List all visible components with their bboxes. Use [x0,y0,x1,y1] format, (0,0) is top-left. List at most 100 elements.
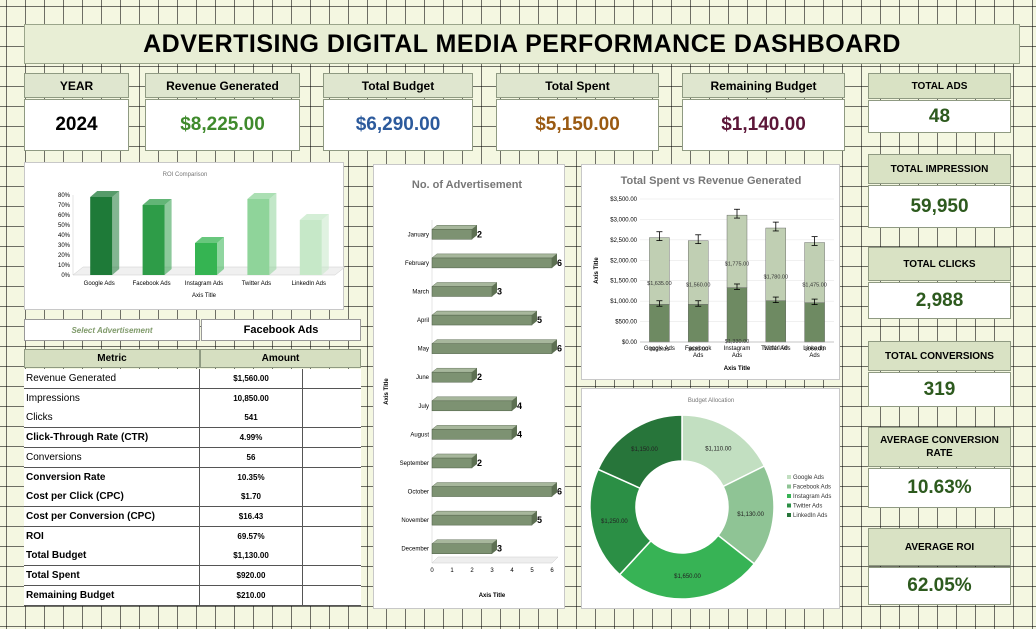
revenue-data-label: $1,775.00 [725,261,749,267]
roi-chart-title: ROI Comparison [163,172,208,178]
adcount-bar-side [552,482,557,497]
metric-amount: 4.99% [200,428,303,449]
donut-chart-title: Budget Allocation [688,398,734,404]
adcount-x-tick: 1 [450,568,454,574]
spent-y-axis-title: Axis Title [594,257,600,284]
side-kpi-conversions-value: 319 [868,372,1011,407]
donut-data-label: $1,150.00 [631,447,658,453]
metric-name: Total Budget [24,546,200,567]
adcount-data-label: 4 [517,401,522,411]
adcount-bar-front [431,400,513,412]
donut-data-label: $1,250.00 [601,519,628,525]
adcount-bar-front [431,343,553,354]
roi-bar-side [112,191,120,275]
adcount-bar-side [512,396,517,411]
adcount-data-label: 3 [497,544,502,554]
roi-y-tick: 10% [58,263,71,269]
advertisement-dropdown[interactable]: Facebook Ads [201,319,361,341]
donut-data-label: $1,130.00 [737,512,764,518]
table-cell-empty [303,487,361,508]
adcount-bar-top [431,368,478,373]
adcount-bar-top [431,396,518,401]
table-cell-empty [303,428,361,449]
spent-bar-segment [765,300,787,343]
spent-data-label: $960.00 [805,346,825,352]
spent-x-tick: Facebook [685,346,712,352]
kpi-remaining-label: Remaining Budget [682,73,845,98]
donut-legend-label: Twitter Ads [793,504,822,510]
adcount-y-tick: April [417,318,429,324]
metric-name: Total Spent [24,566,200,586]
donut-slice [618,534,756,600]
adcount-bar-side [512,425,517,440]
adcount-bar-top [431,282,498,287]
adcount-bar-side [552,253,557,268]
roi-x-tick: Google Ads [84,281,115,287]
roi-x-axis-title: Axis Title [192,293,217,299]
roi-y-tick: 30% [58,243,71,249]
adcount-bar-side [492,282,497,297]
table-row: Total Spent $920.00 [24,566,361,586]
adcount-bar-side [472,225,477,240]
adcount-y-tick: September [400,461,429,467]
table-row: Revenue Generated $1,560.00 [24,369,361,389]
adcount-y-tick: October [408,490,429,496]
revenue-bar-segment [649,237,670,305]
adcount-bar-top [431,425,518,430]
adcount-bar-front [431,371,473,383]
table-row: Click-Through Rate (CTR) 4.99% [24,428,361,449]
metric-name: Conversion Rate [24,467,200,488]
spent-y-tick: $500.00 [615,320,637,326]
revenue-data-label: $1,475.00 [802,283,826,289]
spent-bar-segment [687,304,709,343]
adcount-data-label: 2 [477,372,482,382]
side-kpi-impressions-value: 59,950 [868,185,1011,228]
advertisement-count-chart: No. of Advertisement January 2 February 6 Mar… [373,164,565,609]
spent-x-tick: Ads [809,353,819,359]
table-row: Cost per Click (CPC) $1.70 [24,487,361,508]
table-cell-empty [303,388,361,409]
spent-x-tick: Ads [732,353,742,359]
roi-bar-top [195,237,224,243]
roi-x-tick: Instagram Ads [185,281,223,287]
metric-name: Remaining Budget [24,585,200,606]
kpi-spent-label: Total Spent [496,73,659,98]
roi-bar-side [164,199,172,275]
side-kpi-impressions-label: TOTAL IMPRESSION [868,154,1011,184]
metric-amount: 69.57% [200,526,303,547]
roi-x-tick: LinkedIn Ads [292,281,326,287]
adcount-data-label: 5 [537,515,542,525]
metric-name: Cost per Conversion (CPC) [24,506,200,527]
spent-bar-segment [726,287,748,343]
table-cell-empty [303,546,361,567]
roi-bar-side [269,193,277,275]
kpi-budget-value: $6,290.00 [323,99,473,151]
metric-name: Revenue Generated [24,369,200,389]
spent-x-tick: Instagram [724,346,751,352]
metric-amount: 541 [200,408,303,429]
table-row: Impressions 10,850.00 [24,388,361,409]
spent-data-label: $920.00 [649,347,669,353]
adcount-bar-top [431,453,478,459]
adcount-x-tick: 4 [510,568,514,574]
metric-name: Clicks [24,408,200,429]
metric-amount: $1.70 [200,487,303,508]
roi-bar-side [321,214,329,275]
side-kpi-conv-rate-label: AVERAGE CONVERSION RATE [868,427,1011,467]
side-kpi-clicks-value: 2,988 [868,282,1011,319]
donut-legend-swatch [787,494,791,498]
adcount-x-tick: 5 [530,568,534,574]
adcount-x-tick: 0 [430,568,434,574]
metric-name: Impressions [24,388,200,409]
table-row: Conversions 56 [24,447,361,468]
donut-legend-swatch [787,475,791,479]
adcount-y-tick: November [401,518,429,524]
revenue-bar-segment [726,214,748,288]
table-cell-empty [303,526,361,547]
table-row: Clicks 541 [24,408,361,429]
adcount-bar-front [431,229,473,240]
adcount-bar-front [431,257,553,269]
roi-x-tick: Facebook Ads [133,281,171,287]
donut-chart-svg: Budget Allocation $1,110.00 $1,130.00 $1,65… [589,398,831,600]
metric-name: Cost per Click (CPC) [24,487,200,508]
